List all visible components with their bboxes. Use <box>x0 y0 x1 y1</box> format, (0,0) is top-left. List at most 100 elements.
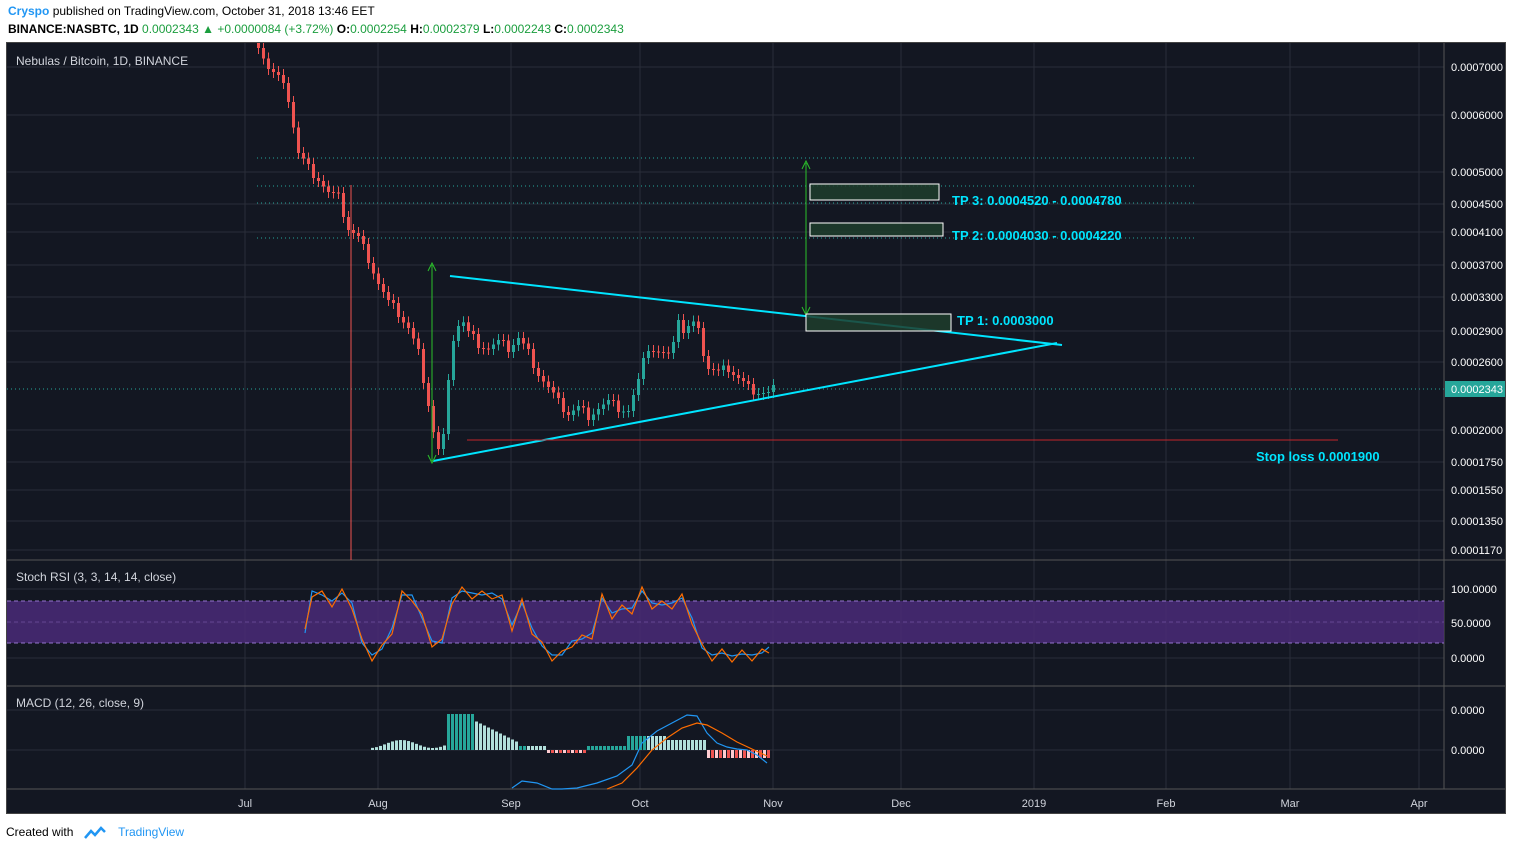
candle-body <box>627 411 630 412</box>
macd-bar <box>467 714 470 750</box>
tp2-label: TP 2: 0.0004030 - 0.0004220 <box>952 228 1122 243</box>
macd-bar <box>751 750 754 758</box>
candle-body <box>362 236 365 244</box>
macd-bar <box>683 740 686 750</box>
macd-bar <box>647 736 650 750</box>
price-tick-label: 0.0002900 <box>1451 326 1503 338</box>
macd-bar <box>707 750 710 758</box>
macd-bar <box>375 747 378 750</box>
candle-body <box>647 351 650 358</box>
macd-bar <box>531 746 534 750</box>
macd-bar <box>395 740 398 750</box>
candle-body <box>607 400 610 405</box>
candle-body <box>762 393 765 394</box>
macd-bar <box>715 750 718 758</box>
candle-body <box>482 348 485 349</box>
candle-body <box>457 326 460 341</box>
close-value: 0.0002343 <box>567 22 624 36</box>
symbol-name: BINANCE:NASBTC, 1D <box>8 22 139 36</box>
macd-bar <box>399 740 402 750</box>
close-label: C: <box>554 22 568 36</box>
macd-bar <box>403 740 406 750</box>
footer: Created with TradingView <box>6 825 184 840</box>
candle-body <box>732 372 735 375</box>
macd-bar <box>383 744 386 750</box>
macd-bar <box>443 745 446 750</box>
tp-labels: TP 3: 0.0004520 - 0.0004780 TP 2: 0.0004… <box>952 193 1380 464</box>
candle-body <box>462 322 465 326</box>
candle-body <box>257 43 260 48</box>
macd-bar <box>423 746 426 750</box>
time-tick-label: Dec <box>891 798 911 810</box>
candle-body <box>437 432 440 449</box>
main-pane-title: Nebulas / Bitcoin, 1D, BINANCE <box>16 54 188 68</box>
macd-bar <box>471 714 474 750</box>
candle-body <box>442 434 445 449</box>
candle-body <box>617 400 620 412</box>
author-link[interactable]: Cryspo <box>8 4 50 18</box>
macd-bar <box>599 746 602 750</box>
macd-bar <box>415 743 418 750</box>
macd-bar <box>735 750 738 758</box>
candle-body <box>272 69 275 72</box>
candle-body <box>527 343 530 349</box>
macd-tick-label: 0.0000 <box>1451 705 1485 717</box>
macd-bar <box>483 725 486 750</box>
high-label: H: <box>410 22 423 36</box>
macd-bar <box>615 746 618 750</box>
time-axis[interactable]: Jul Aug Sep Oct Nov Dec 2019 Feb Mar Apr <box>238 798 1428 810</box>
candle-body <box>367 244 370 263</box>
candle-body <box>737 375 740 378</box>
tradingview-link[interactable]: TradingView <box>118 825 185 839</box>
candle-body <box>512 345 515 352</box>
candle-body <box>267 58 270 69</box>
candle-body <box>592 414 595 420</box>
candles <box>257 37 775 455</box>
macd-bar <box>519 746 522 750</box>
macd-bar <box>515 741 518 750</box>
macd-bar <box>427 747 430 750</box>
macd-bar <box>611 746 614 750</box>
macd-bar <box>743 750 746 758</box>
macd-bar <box>643 736 646 750</box>
price-tick-label: 0.0001350 <box>1451 516 1503 528</box>
macd-bar <box>591 746 594 750</box>
tp3-box[interactable] <box>809 183 940 201</box>
candle-body <box>357 233 360 236</box>
candle-body <box>657 351 660 353</box>
candle-body <box>337 192 340 194</box>
chart-svg[interactable]: TP 3: 0.0004520 - 0.0004780 TP 2: 0.0004… <box>7 37 1505 813</box>
candle-body <box>577 406 580 411</box>
candle-body <box>347 217 350 230</box>
macd-bar <box>511 739 514 750</box>
macd-bar <box>687 740 690 750</box>
candle-body <box>717 369 720 371</box>
macd-bar <box>675 740 678 750</box>
macd-bar <box>739 750 742 758</box>
candle-body <box>432 406 435 433</box>
price-axis[interactable]: 0.0007000 0.0006000 0.0005000 0.0004500 0.00… <box>1451 62 1503 557</box>
candle-body <box>747 381 750 384</box>
candle-body <box>722 365 725 370</box>
low-value: 0.0002243 <box>494 22 551 36</box>
candle-body <box>377 273 380 284</box>
price-tick-label: 0.0004500 <box>1451 199 1503 211</box>
macd-bar <box>603 746 606 750</box>
time-tick-label: Nov <box>763 798 783 810</box>
publish-text: published on TradingView.com, October 31… <box>52 4 375 18</box>
candle-body <box>387 292 390 300</box>
macd-bar <box>755 750 758 758</box>
tp2-box[interactable] <box>809 222 944 237</box>
stoch-k-line <box>304 589 770 657</box>
chart-area[interactable]: TP 3: 0.0004520 - 0.0004780 TP 2: 0.0004… <box>6 37 1506 814</box>
candle-body <box>467 322 470 331</box>
candle-body <box>282 75 285 83</box>
candle-body <box>637 379 640 395</box>
candle-body <box>562 398 565 412</box>
price-tick-label: 0.0006000 <box>1451 110 1503 122</box>
candle-body <box>652 351 655 352</box>
macd-tick-label: 0.0000 <box>1451 745 1485 757</box>
tp1-box[interactable] <box>805 313 952 332</box>
candle-body <box>767 392 770 393</box>
candle-body <box>587 407 590 420</box>
